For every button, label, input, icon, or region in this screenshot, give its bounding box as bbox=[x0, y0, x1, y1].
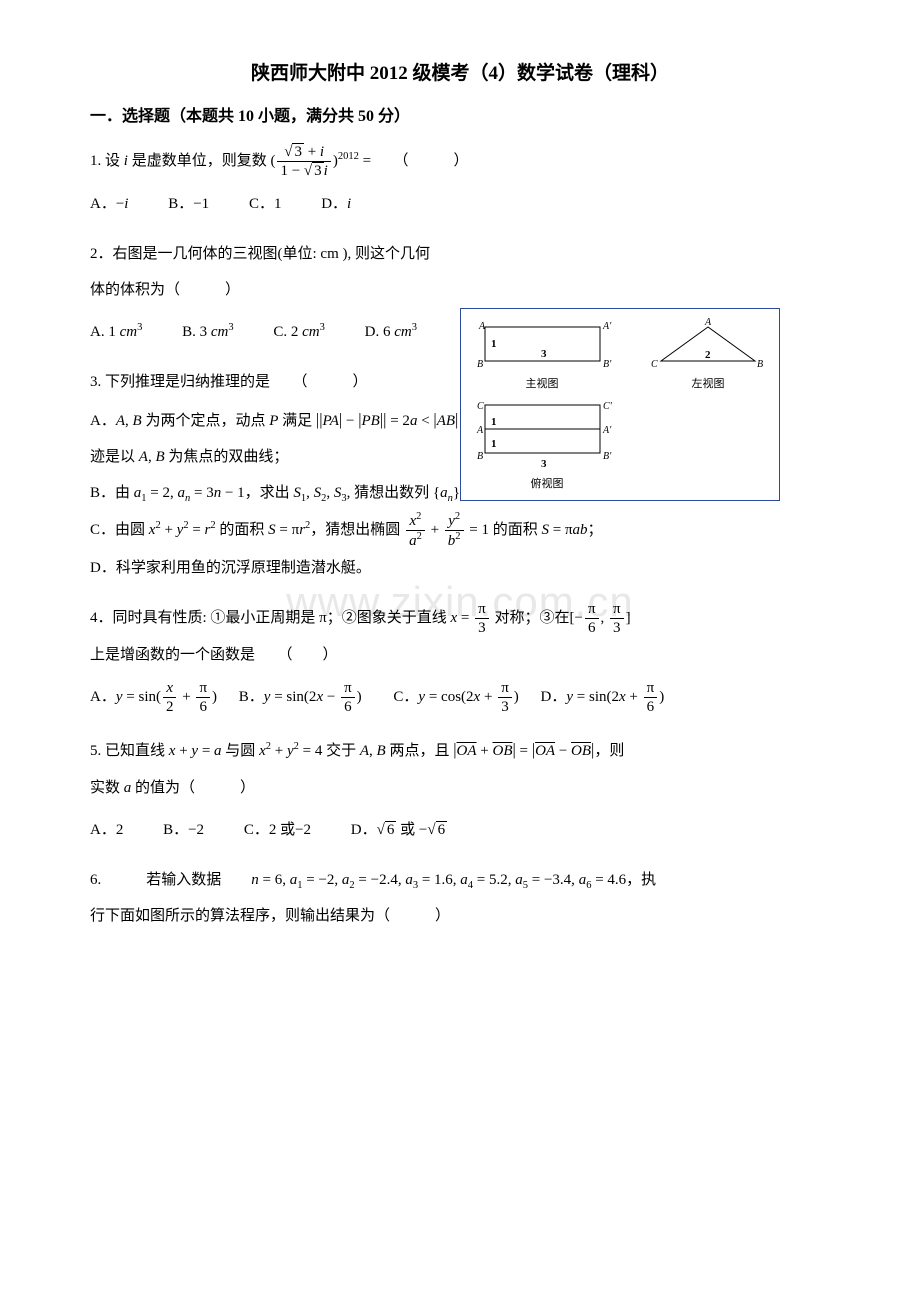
svg-text:B': B' bbox=[603, 359, 612, 370]
q1-stem-mid: 是虚数单位，则复数 bbox=[128, 153, 271, 169]
q5-opt-d: D．6 或 −6 bbox=[351, 812, 447, 848]
diagram-three-views: A A' B B' 1 3 主视图 A C B 2 左视图 bbox=[460, 308, 780, 501]
svg-text:1: 1 bbox=[491, 438, 497, 450]
q1-equals: = （ ） bbox=[359, 153, 469, 169]
q4-opt-c: C．y = cos(2x + π3) bbox=[393, 679, 518, 716]
q5-opt-c: C．2 或−2 bbox=[244, 812, 311, 848]
svg-text:B: B bbox=[477, 359, 483, 370]
svg-text:1: 1 bbox=[491, 338, 497, 350]
svg-text:3: 3 bbox=[541, 348, 547, 360]
page-title: 陕西师大附中 2012 级模考（4）数学试卷（理科） bbox=[90, 60, 830, 89]
svg-text:B: B bbox=[477, 451, 483, 462]
q3-opt-d: D．科学家利用鱼的沉浮原理制造潜水艇。 bbox=[90, 550, 830, 586]
q1-opt-b: B．−1 bbox=[168, 186, 209, 222]
q1-fraction: 3 + i1 − 3i bbox=[277, 143, 330, 180]
svg-text:B: B bbox=[757, 359, 763, 370]
svg-text:C: C bbox=[477, 401, 484, 412]
question-2: 2．右图是一几何体的三视图(单位: cm ), 则这个几何 体的体积为（ ） A… bbox=[90, 236, 490, 350]
left-view: A C B 2 左视图 bbox=[643, 317, 773, 393]
q5-opt-a: A．2 bbox=[90, 812, 123, 848]
svg-text:C: C bbox=[651, 359, 658, 370]
q5-stem-line1: 5. 已知直线 x + y = a 与圆 x2 + y2 = 4 交于 A, B… bbox=[90, 730, 830, 770]
svg-text:C': C' bbox=[603, 401, 613, 412]
q5-stem-line2: 实数 a 的值为（ ） bbox=[90, 770, 830, 806]
svg-text:B': B' bbox=[603, 451, 612, 462]
q1-exponent: 2012 bbox=[338, 151, 359, 162]
q1-frac-den: 1 − 3i bbox=[277, 162, 330, 180]
q1-frac-num: 3 + i bbox=[277, 143, 330, 162]
top-view-label: 俯视图 bbox=[467, 476, 627, 493]
q6-stem-line1: 6. 若输入数据 n = 6, a1 = −2, a2 = −2.4, a3 =… bbox=[90, 862, 830, 898]
q1-opt-d: D．i bbox=[321, 186, 351, 222]
main-view-label: 主视图 bbox=[467, 376, 617, 393]
question-4: 4．同时具有性质: ①最小正周期是 π；②图象关于直线 x = π3 对称；③在… bbox=[90, 600, 830, 716]
left-view-label: 左视图 bbox=[643, 376, 773, 393]
q1-options: A．−i B．−1 C．1 D．i bbox=[90, 186, 830, 222]
svg-text:A': A' bbox=[602, 321, 612, 332]
question-5: 5. 已知直线 x + y = a 与圆 x2 + y2 = 4 交于 A, B… bbox=[90, 730, 830, 848]
q4-options: A．y = sin(x2 + π6) B．y = sin(2x − π6) C．… bbox=[90, 679, 830, 716]
svg-text:2: 2 bbox=[705, 349, 711, 361]
q3-opt-c: C．由圆 x2 + y2 = r2 的面积 S = πr2，猜想出椭圆 x2a2… bbox=[90, 511, 830, 550]
q2-opt-c: C. 2 cm3 bbox=[273, 314, 325, 350]
svg-text:3: 3 bbox=[541, 458, 547, 470]
svg-text:A': A' bbox=[602, 425, 612, 436]
top-view: C C' A A' B B' 1 1 3 俯视图 bbox=[467, 397, 627, 493]
question-6: 6. 若输入数据 n = 6, a1 = −2, a2 = −2.4, a3 =… bbox=[90, 862, 830, 934]
q4-opt-d: D．y = sin(2x + π6) bbox=[541, 679, 665, 716]
q1-stem-prefix: 1. 设 bbox=[90, 153, 124, 169]
section-header-1: 一．选择题（本题共 10 小题，满分共 50 分） bbox=[90, 105, 830, 129]
q6-stem-line2: 行下面如图所示的算法程序，则输出结果为（ ） bbox=[90, 898, 830, 934]
q5-opt-b: B．−2 bbox=[163, 812, 204, 848]
q5-options: A．2 B．−2 C．2 或−2 D．6 或 −6 bbox=[90, 812, 830, 848]
q2-opt-d: D. 6 cm3 bbox=[365, 314, 417, 350]
svg-text:A: A bbox=[478, 321, 486, 332]
q4-opt-a: A．y = sin(x2 + π6) bbox=[90, 679, 217, 716]
q1-opt-c: C．1 bbox=[249, 186, 282, 222]
svg-text:A: A bbox=[476, 425, 484, 436]
svg-text:1: 1 bbox=[491, 416, 497, 428]
q4-stem-line2: 上是增函数的一个函数是 （ ） bbox=[90, 637, 830, 673]
q4-stem-line1: 4．同时具有性质: ①最小正周期是 π；②图象关于直线 x = π3 对称；③在… bbox=[90, 600, 830, 637]
main-view: A A' B B' 1 3 主视图 bbox=[467, 317, 617, 393]
q2-opt-b: B. 3 cm3 bbox=[182, 314, 234, 350]
q4-opt-b: B．y = sin(2x − π6) bbox=[239, 679, 362, 716]
q2-opt-a: A. 1 cm3 bbox=[90, 314, 142, 350]
question-1: 1. 设 i 是虚数单位，则复数 (3 + i1 − 3i)2012 = （ ）… bbox=[90, 143, 830, 222]
svg-text:A: A bbox=[704, 317, 712, 328]
q1-opt-a: A．−i bbox=[90, 186, 128, 222]
q2-stem2: 体的体积为（ ） bbox=[90, 272, 490, 308]
q2-stem1: 2．右图是一几何体的三视图(单位: cm ), 则这个几何 bbox=[90, 236, 490, 272]
q2-options: A. 1 cm3 B. 3 cm3 C. 2 cm3 D. 6 cm3 bbox=[90, 314, 490, 350]
